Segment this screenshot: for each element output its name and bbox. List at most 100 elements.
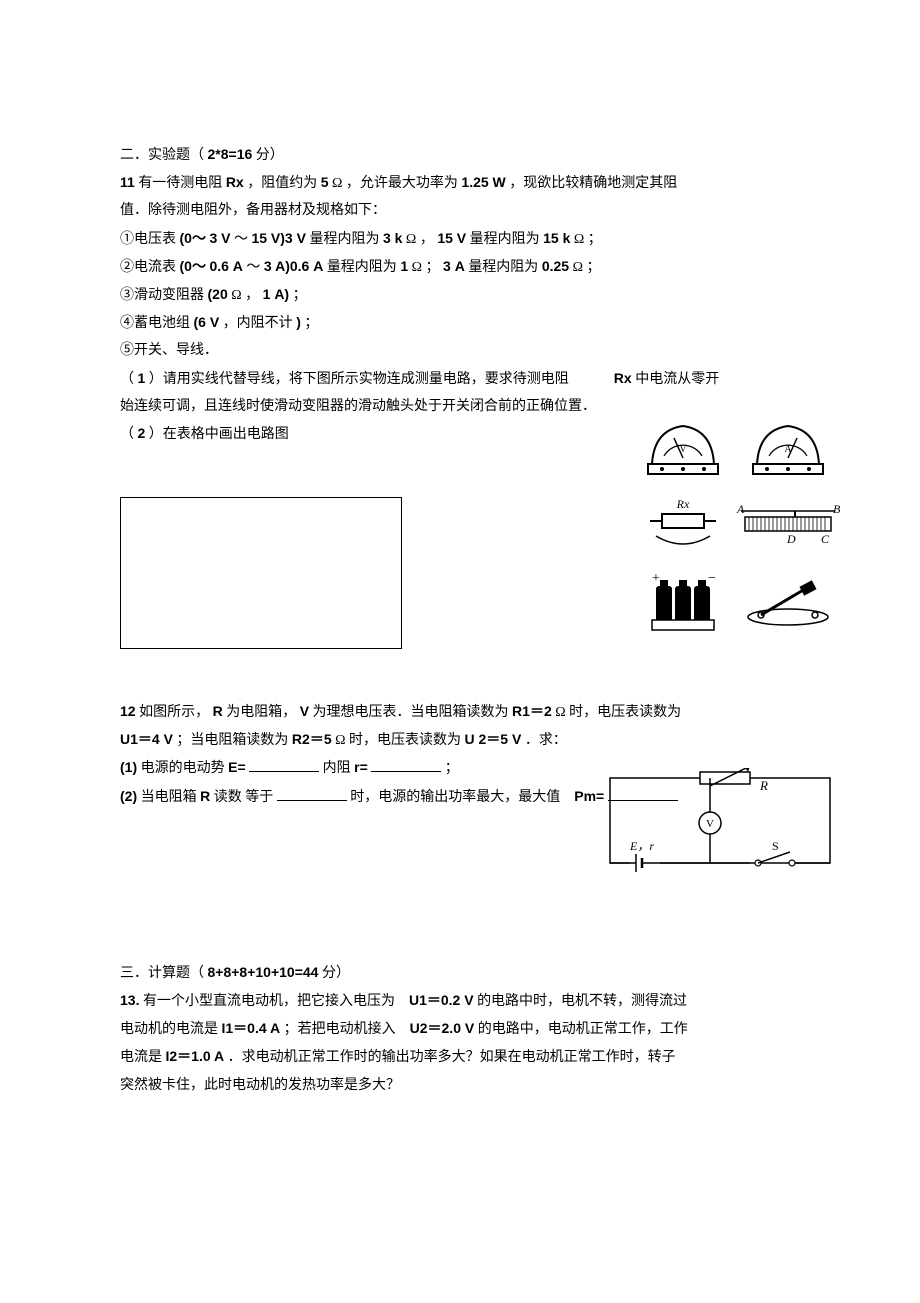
q12-circuit: R V E，r S — [600, 768, 840, 887]
t: 时，电压表读数为 — [349, 733, 461, 748]
t: 3 A — [443, 258, 465, 274]
sec2-text: 二．实验题（ — [120, 148, 204, 163]
q11-item4: ④蓄电池组 (6 V ，内阻不计 ) ； — [120, 310, 800, 336]
t: U1＝4 V — [120, 731, 173, 747]
t: Rx — [226, 174, 244, 190]
t: ； — [426, 260, 440, 275]
t: Ω — [555, 705, 565, 720]
t: R1＝2 — [512, 703, 552, 719]
blank-r — [371, 757, 441, 772]
t: Ω — [573, 260, 583, 275]
t: 分） — [322, 966, 350, 981]
t: ，内阻不计 — [223, 316, 293, 331]
t: 1 — [400, 258, 408, 274]
t: 如图所示， — [139, 705, 209, 720]
t: 电流是 — [120, 1050, 162, 1065]
q13-l4: 突然被卡住，此时电动机的发热功率是多大？ — [120, 1073, 800, 1098]
t: V — [300, 703, 309, 719]
q11-item1: ①电压表 (0～ 3 V ～ 15 V)3 V 量程内阻为 3 k Ω ， 15… — [120, 226, 800, 252]
t: ， — [420, 232, 434, 247]
t: ； — [445, 761, 459, 776]
lab-c: C — [821, 532, 830, 546]
q11-num: 11 — [120, 174, 135, 190]
t: 量程内阻为 — [468, 260, 538, 275]
t: Rx — [614, 370, 632, 386]
t: ；若把电动机接入 — [284, 1022, 396, 1037]
t: ④蓄电池组 — [120, 316, 190, 331]
section-2-heading: 二．实验题（ 2*8=16 分） — [120, 142, 800, 168]
t: ； — [293, 288, 307, 303]
lab-e: E，r — [629, 839, 654, 853]
t: 1.25 W — [461, 174, 505, 190]
t: (20 — [208, 286, 228, 302]
t: ．求电动机正常工作时的输出功率多大？如果在电动机正常工作时，转子 — [228, 1050, 676, 1065]
t: 当电阻箱 — [141, 790, 197, 805]
t: ．求： — [525, 733, 567, 748]
t: ； — [588, 232, 602, 247]
ammeter-icon: A — [749, 416, 827, 476]
blank-rval — [277, 786, 347, 801]
t: (6 V — [194, 314, 220, 330]
t: Ω — [406, 232, 416, 247]
t: ； — [304, 316, 318, 331]
t: (2) — [120, 788, 137, 804]
lab-b: B — [833, 502, 841, 516]
q11-item3: ③滑动变阻器 (20 Ω ， 1 A) ； — [120, 282, 800, 308]
t: ～ — [234, 232, 248, 247]
t: 3 A)0.6 A — [264, 258, 323, 274]
lab-a: A — [736, 502, 745, 516]
t: 为理想电压表．当电阻箱读数为 — [313, 705, 509, 720]
instrument-grid: V A Rx A — [640, 410, 840, 638]
t: 时，电源的输出功率最大，最大值 — [350, 790, 560, 805]
t: (0～ — [180, 258, 206, 274]
q11-item5: ⑤开关、导线． — [120, 338, 800, 363]
t: ①电压表 — [120, 232, 176, 247]
t: 3 k — [383, 230, 402, 246]
t: Ω — [574, 232, 584, 247]
svg-text:+: + — [652, 571, 660, 586]
t: 0.25 — [542, 258, 569, 274]
q13-l1: 13. 有一个小型直流电动机，把它接入电压为 U1＝0.2 V 的电路中时，电机… — [120, 988, 800, 1014]
t: Ω — [332, 176, 342, 191]
rheostat-icon: A B D C — [733, 501, 843, 547]
t: Ω — [335, 733, 345, 748]
t: ）请用实线代替导线，将下图所示实物连成测量电路，要求待测电阻 — [149, 372, 569, 387]
t: 中电流从零开 — [635, 372, 719, 387]
t: （ — [120, 372, 134, 387]
t: ，允许最大功率为 — [346, 176, 458, 191]
rx-label: Rx — [675, 497, 689, 511]
page: 二．实验题（ 2*8=16 分） 11 有一待测电阻 Rx ，阻值约为 5 Ω … — [0, 0, 920, 1303]
t: （ — [120, 427, 134, 442]
t: 2 — [138, 425, 146, 441]
q11-part1: （ 1 ）请用实线代替导线，将下图所示实物连成测量电路，要求待测电阻 Rx 中电… — [120, 366, 800, 392]
battery-icon: + − — [644, 570, 722, 634]
voltmeter-icon: V — [644, 416, 722, 476]
t: ②电流表 — [120, 260, 176, 275]
q12-l1: 12 如图所示， R 为电阻箱， V 为理想电压表．当电阻箱读数为 R1＝2 Ω… — [120, 699, 800, 725]
t: R — [213, 703, 223, 719]
t: 电动机的电流是 — [120, 1022, 218, 1037]
switch-icon — [743, 577, 833, 627]
q13-l2: 电动机的电流是 I1＝0.4 A ；若把电动机接入 U2＝2.0 V 的电路中，… — [120, 1016, 800, 1042]
t: ； — [586, 260, 600, 275]
t: 有一个小型直流电动机，把它接入电压为 — [143, 994, 395, 1009]
blank-e — [249, 757, 319, 772]
t: U 2＝5 V — [465, 731, 522, 747]
t: Ω — [231, 288, 241, 303]
q13-l3: 电流是 I2＝1.0 A ．求电动机正常工作时的输出功率多大？如果在电动机正常工… — [120, 1044, 800, 1070]
q11-line2: 值．除待测电阻外，备用器材及规格如下： — [120, 198, 800, 223]
t: Ω — [412, 260, 422, 275]
t: 的电路中时，电机不转，测得流过 — [477, 994, 687, 1009]
lab-s: S — [772, 839, 779, 853]
t: 为电阻箱， — [226, 705, 296, 720]
q12-num: 12 — [120, 703, 136, 719]
sec2-pts: 2*8=16 — [208, 146, 253, 162]
t: R2＝5 — [292, 731, 332, 747]
t: ；当电阻箱读数为 — [176, 733, 288, 748]
t: 15 V)3 V — [251, 230, 305, 246]
svg-text:−: − — [708, 571, 716, 586]
t: 有一待测电阻 — [138, 176, 222, 191]
t: 8+8+8+10+10=44 — [208, 964, 319, 980]
t: I1＝0.4 A — [222, 1020, 281, 1036]
answer-box — [120, 497, 402, 649]
